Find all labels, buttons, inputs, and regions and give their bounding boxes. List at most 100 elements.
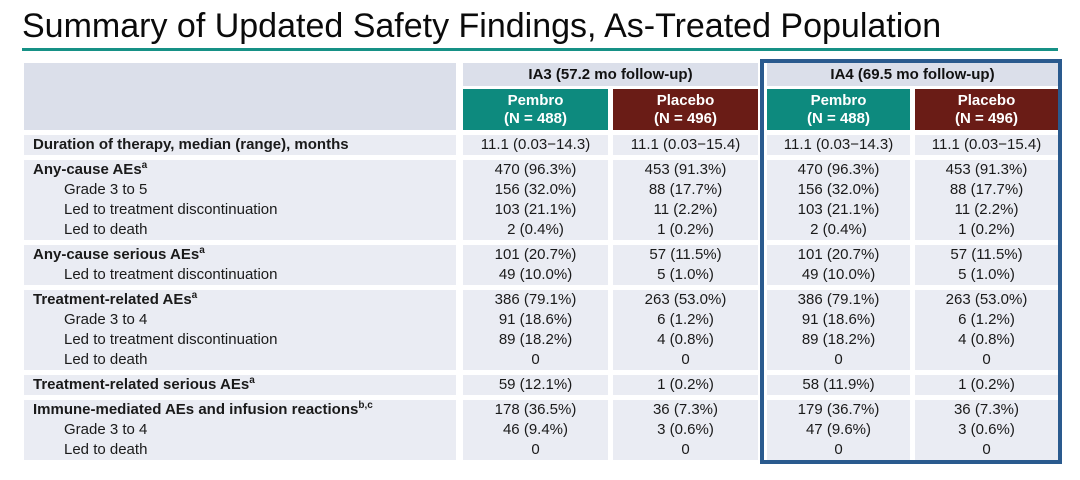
value-cell-ia3-placebo: 11 (2.2%): [613, 200, 758, 220]
value-cell-ia4-placebo: 4 (0.8%): [915, 330, 1058, 350]
footnote-marker: a: [141, 160, 148, 171]
row-label: Led to treatment discontinuation: [24, 265, 456, 285]
table-row: Any-cause AEsa 470 (96.3%) 453 (91.3%) 4…: [24, 160, 1058, 180]
column-group-header-ia3: IA3 (57.2 mo follow-up): [463, 63, 758, 86]
footnote-marker: a: [199, 245, 205, 256]
row-label: Grade 3 to 4: [24, 420, 456, 440]
value-cell-ia3-placebo: 36 (7.3%): [613, 400, 758, 420]
table-row: Led to death 2 (0.4%) 1 (0.2%) 2 (0.4%) …: [24, 220, 1058, 240]
col-header-ia4-placebo: Placebo (N = 496): [915, 89, 1058, 130]
table-row: Duration of therapy, median (range), mon…: [24, 135, 1058, 155]
arm-n: (N = 496): [654, 109, 717, 127]
value-cell-ia4-placebo: 263 (53.0%): [915, 290, 1058, 310]
arm-n: (N = 496): [955, 109, 1018, 127]
value-cell-ia3-pembro: 103 (21.1%): [463, 200, 608, 220]
value-cell-ia3-pembro: 59 (12.1%): [463, 375, 608, 395]
footnote-marker: a: [191, 290, 198, 301]
value-cell-ia4-placebo: 453 (91.3%): [915, 160, 1058, 180]
value-cell-ia4-placebo: 1 (0.2%): [915, 375, 1058, 395]
value-cell-ia4-pembro: 179 (36.7%): [767, 400, 910, 420]
value-cell-ia4-placebo: 0: [915, 440, 1058, 460]
row-label-text: Grade 3 to 4: [64, 421, 148, 438]
row-label-text: Duration of therapy, median (range), mon…: [33, 136, 349, 153]
value-cell-ia4-pembro: 156 (32.0%): [767, 180, 910, 200]
value-cell-ia4-pembro: 0: [767, 440, 910, 460]
column-group-row: IA3 (57.2 mo follow-up) IA4 (69.5 mo fol…: [463, 63, 1058, 86]
value-cell-ia3-placebo: 0: [613, 350, 758, 370]
safety-table: IA3 (57.2 mo follow-up) IA4 (69.5 mo fol…: [24, 59, 1062, 464]
value-cell-ia3-pembro: 89 (18.2%): [463, 330, 608, 350]
table-row: Led to death 0 0 0 0: [24, 350, 1058, 370]
value-cell-ia3-pembro: 91 (18.6%): [463, 310, 608, 330]
value-cell-ia3-pembro: 178 (36.5%): [463, 400, 608, 420]
row-group: Duration of therapy, median (range), mon…: [24, 135, 1058, 155]
row-label: Any-cause serious AEsa: [24, 245, 456, 265]
value-cell-ia3-pembro: 470 (96.3%): [463, 160, 608, 180]
row-label: Led to death: [24, 220, 456, 240]
row-group: Immune-mediated AEs and infusion reactio…: [24, 400, 1058, 460]
value-cell-ia3-placebo: 11.1 (0.03−15.4): [613, 135, 758, 155]
value-cell-ia4-pembro: 89 (18.2%): [767, 330, 910, 350]
value-cell-ia4-placebo: 11 (2.2%): [915, 200, 1058, 220]
value-cell-ia3-placebo: 3 (0.6%): [613, 420, 758, 440]
row-label: Immune-mediated AEs and infusion reactio…: [24, 400, 456, 420]
value-cell-ia4-placebo: 88 (17.7%): [915, 180, 1058, 200]
row-label: Duration of therapy, median (range), mon…: [24, 135, 456, 155]
table-row: Grade 3 to 4 91 (18.6%) 6 (1.2%) 91 (18.…: [24, 310, 1058, 330]
footnote-marker: b,c: [358, 400, 373, 411]
value-cell-ia3-placebo: 57 (11.5%): [613, 245, 758, 265]
row-group: Treatment-related AEsa 386 (79.1%) 263 (…: [24, 290, 1058, 370]
row-label-text: Treatment-related AEs: [33, 291, 192, 308]
row-label-text: Immune-mediated AEs and infusion reactio…: [33, 401, 359, 418]
header-corner-cell: [24, 63, 456, 130]
title-underline: [22, 48, 1058, 51]
row-label-text: Led to death: [64, 351, 148, 368]
value-cell-ia4-pembro: 47 (9.6%): [767, 420, 910, 440]
table-header: IA3 (57.2 mo follow-up) IA4 (69.5 mo fol…: [24, 63, 1058, 130]
column-group-header-ia4: IA4 (69.5 mo follow-up): [767, 63, 1058, 86]
table-row: Led to treatment discontinuation 103 (21…: [24, 200, 1058, 220]
value-cell-ia3-pembro: 49 (10.0%): [463, 265, 608, 285]
col-header-ia3-placebo: Placebo (N = 496): [613, 89, 758, 130]
row-label: Led to death: [24, 350, 456, 370]
row-label-text: Led to death: [64, 441, 148, 458]
table-row: Treatment-related serious AEsa 59 (12.1%…: [24, 375, 1058, 395]
table-row: Grade 3 to 5 156 (32.0%) 88 (17.7%) 156 …: [24, 180, 1058, 200]
arm-n: (N = 488): [504, 109, 567, 127]
table-row: Immune-mediated AEs and infusion reactio…: [24, 400, 1058, 420]
row-group: Any-cause serious AEsa 101 (20.7%) 57 (1…: [24, 245, 1058, 285]
row-group: Any-cause AEsa 470 (96.3%) 453 (91.3%) 4…: [24, 160, 1058, 240]
value-cell-ia3-placebo: 6 (1.2%): [613, 310, 758, 330]
value-cell-ia4-placebo: 0: [915, 350, 1058, 370]
row-label: Treatment-related serious AEsa: [24, 375, 456, 395]
row-label-text: Grade 3 to 4: [64, 311, 148, 328]
row-label: Led to treatment discontinuation: [24, 330, 456, 350]
arm-name: Placebo: [957, 91, 1016, 109]
value-cell-ia3-pembro: 156 (32.0%): [463, 180, 608, 200]
arm-name: Placebo: [656, 91, 715, 109]
row-label-text: Led to treatment discontinuation: [64, 266, 278, 283]
table-row: Led to death 0 0 0 0: [24, 440, 1058, 460]
row-label-text: Grade 3 to 5: [64, 181, 148, 198]
value-cell-ia4-pembro: 470 (96.3%): [767, 160, 910, 180]
value-cell-ia3-placebo: 0: [613, 440, 758, 460]
value-cell-ia3-pembro: 46 (9.4%): [463, 420, 608, 440]
value-cell-ia3-placebo: 4 (0.8%): [613, 330, 758, 350]
value-cell-ia3-placebo: 5 (1.0%): [613, 265, 758, 285]
value-cell-ia3-pembro: 0: [463, 440, 608, 460]
value-cell-ia4-pembro: 58 (11.9%): [767, 375, 910, 395]
value-cell-ia3-pembro: 0: [463, 350, 608, 370]
value-cell-ia4-pembro: 11.1 (0.03−14.3): [767, 135, 910, 155]
row-label-text: Any-cause serious AEs: [33, 246, 200, 263]
value-cell-ia3-placebo: 88 (17.7%): [613, 180, 758, 200]
value-cell-ia4-pembro: 103 (21.1%): [767, 200, 910, 220]
table-row: Grade 3 to 4 46 (9.4%) 3 (0.6%) 47 (9.6%…: [24, 420, 1058, 440]
value-cell-ia3-placebo: 1 (0.2%): [613, 375, 758, 395]
row-label-text: Treatment-related serious AEs: [33, 376, 250, 393]
row-label: Treatment-related AEsa: [24, 290, 456, 310]
arm-n: (N = 488): [807, 109, 870, 127]
table-body: Duration of therapy, median (range), mon…: [24, 135, 1058, 460]
row-label-text: Led to treatment discontinuation: [64, 331, 278, 348]
row-label: Grade 3 to 4: [24, 310, 456, 330]
value-cell-ia4-placebo: 11.1 (0.03−15.4): [915, 135, 1058, 155]
